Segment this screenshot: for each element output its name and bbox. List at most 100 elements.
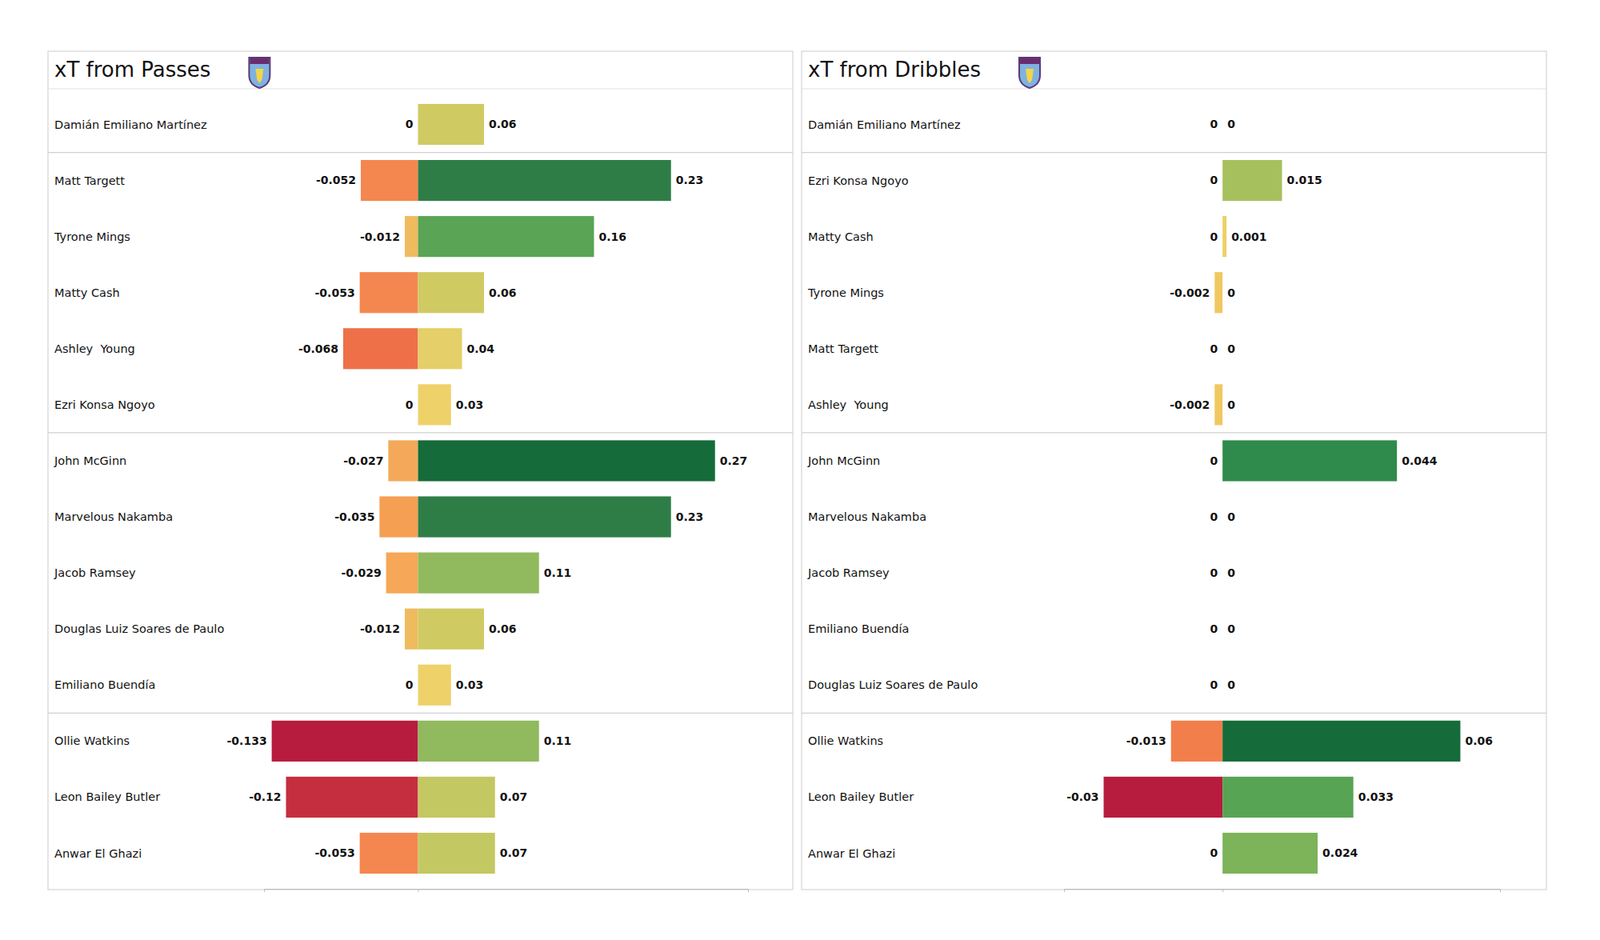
data-label: 0.16 bbox=[599, 230, 628, 244]
crest-shield bbox=[1019, 57, 1040, 88]
category-label: Jacob Ramsey bbox=[807, 566, 890, 580]
bar bbox=[286, 776, 419, 818]
category-label: Marvelous Nakamba bbox=[808, 510, 927, 524]
data-label: 0 bbox=[1209, 117, 1218, 131]
category-label: Emiliano Buendía bbox=[54, 678, 156, 692]
bar bbox=[1222, 272, 1224, 313]
title: xT from Passes bbox=[54, 57, 211, 82]
category-label: Ollie Watkins bbox=[808, 734, 884, 748]
category-label: Jacob Ramsey bbox=[53, 566, 136, 580]
data-label: 0 bbox=[1209, 846, 1218, 860]
bar bbox=[1222, 328, 1224, 369]
data-label: 0.11 bbox=[544, 566, 572, 580]
category-label: Leon Bailey Butler bbox=[808, 790, 914, 804]
crest-shield bbox=[248, 57, 270, 88]
category-label: Ashley Young bbox=[808, 398, 889, 412]
data-label: -0.027 bbox=[343, 454, 384, 468]
data-label: 0.06 bbox=[488, 622, 517, 636]
data-labels: 0-0.052-0.012-0.053-0.0680-0.027-0.035-0… bbox=[227, 117, 748, 860]
x-axis bbox=[1064, 888, 1501, 892]
data-label: 0 bbox=[1209, 678, 1218, 692]
data-label: 0.27 bbox=[720, 454, 748, 468]
bar bbox=[418, 384, 452, 425]
crest-lion bbox=[1025, 68, 1034, 84]
header-rule bbox=[48, 88, 793, 89]
bar bbox=[360, 272, 419, 313]
category-label: Leon Bailey Butler bbox=[54, 790, 160, 804]
data-label: -0.053 bbox=[315, 286, 356, 300]
bar bbox=[1222, 664, 1224, 706]
category-label: Douglas Luiz Soares de Paulo bbox=[808, 678, 978, 692]
panel: xT from DribblesDamián Emiliano Martínez… bbox=[801, 51, 1547, 892]
data-label: 0 bbox=[1227, 678, 1236, 692]
bar bbox=[1222, 104, 1224, 145]
bar bbox=[343, 328, 419, 369]
bar bbox=[1222, 328, 1224, 369]
category-labels: Damián Emiliano MartínezEzri Konsa Ngoyo… bbox=[807, 118, 978, 860]
club-crest bbox=[248, 57, 270, 88]
bar bbox=[1222, 440, 1397, 481]
category-label: Ezri Konsa Ngoyo bbox=[54, 398, 156, 412]
bar bbox=[360, 160, 419, 201]
category-label: Tyrone Mings bbox=[53, 230, 131, 244]
group-separator bbox=[801, 152, 1547, 153]
data-label: -0.133 bbox=[227, 734, 268, 748]
category-label: Tyrone Mings bbox=[807, 286, 884, 300]
bar bbox=[404, 216, 419, 257]
bar bbox=[418, 664, 452, 706]
crest-band bbox=[1020, 58, 1040, 64]
group-separator bbox=[48, 152, 793, 153]
axis-line bbox=[1064, 889, 1501, 893]
crest-band bbox=[249, 58, 269, 64]
data-label: -0.052 bbox=[316, 173, 356, 187]
data-label: 0.07 bbox=[500, 846, 528, 860]
data-label: -0.002 bbox=[1169, 286, 1210, 300]
data-label: 0.06 bbox=[488, 286, 517, 300]
data-label: 0 bbox=[1227, 342, 1236, 356]
tick bbox=[1222, 888, 1224, 892]
data-label: 0.033 bbox=[1358, 790, 1394, 804]
data-label: 0 bbox=[1209, 173, 1218, 187]
data-label: 0 bbox=[1227, 622, 1236, 636]
bar bbox=[418, 776, 496, 818]
data-label: 0 bbox=[1227, 398, 1236, 412]
bar bbox=[1104, 776, 1224, 818]
category-label: Damián Emiliano Martínez bbox=[808, 118, 961, 132]
bar bbox=[388, 440, 418, 481]
bar bbox=[418, 496, 672, 537]
data-label: 0.015 bbox=[1287, 173, 1323, 187]
category-label: Marvelous Nakamba bbox=[54, 510, 173, 524]
bar bbox=[418, 272, 485, 313]
bar bbox=[418, 216, 595, 257]
data-label: 0 bbox=[1209, 342, 1218, 356]
data-label: 0 bbox=[1227, 566, 1236, 580]
category-label: Matt Targett bbox=[54, 174, 125, 188]
data-label: 0.06 bbox=[488, 117, 517, 131]
category-label: Anwar El Ghazi bbox=[54, 847, 142, 860]
crest-lion bbox=[255, 68, 264, 84]
category-label: Ashley Young bbox=[54, 342, 136, 356]
bar bbox=[1222, 608, 1224, 650]
bars bbox=[1104, 160, 1461, 874]
bar bbox=[1222, 552, 1224, 594]
tick-mark bbox=[418, 888, 420, 892]
data-label: 0 bbox=[1227, 117, 1236, 131]
bar bbox=[1222, 720, 1460, 762]
panel: xT from Passes Damián Emiliano Martínez Ma… bbox=[48, 51, 793, 892]
data-label: 0.03 bbox=[456, 678, 484, 692]
data-label: 0 bbox=[1209, 622, 1218, 636]
bar bbox=[272, 720, 419, 762]
bar bbox=[418, 832, 496, 874]
bar bbox=[418, 552, 540, 594]
bar bbox=[404, 608, 419, 650]
bar bbox=[418, 720, 540, 762]
bar bbox=[1222, 776, 1354, 818]
data-label: 0 bbox=[1209, 566, 1218, 580]
data-label: 0.07 bbox=[500, 790, 528, 804]
data-label: 0 bbox=[1227, 286, 1236, 300]
category-label: Matty Cash bbox=[808, 230, 874, 244]
bar bbox=[1222, 664, 1224, 706]
bar bbox=[379, 496, 418, 537]
bar bbox=[418, 328, 463, 369]
category-label: Damián Emiliano Martínez bbox=[54, 118, 208, 132]
